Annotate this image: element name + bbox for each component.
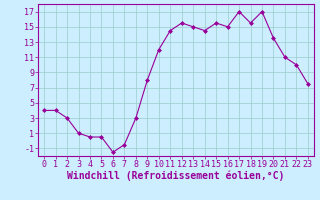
X-axis label: Windchill (Refroidissement éolien,°C): Windchill (Refroidissement éolien,°C) [67,171,285,181]
